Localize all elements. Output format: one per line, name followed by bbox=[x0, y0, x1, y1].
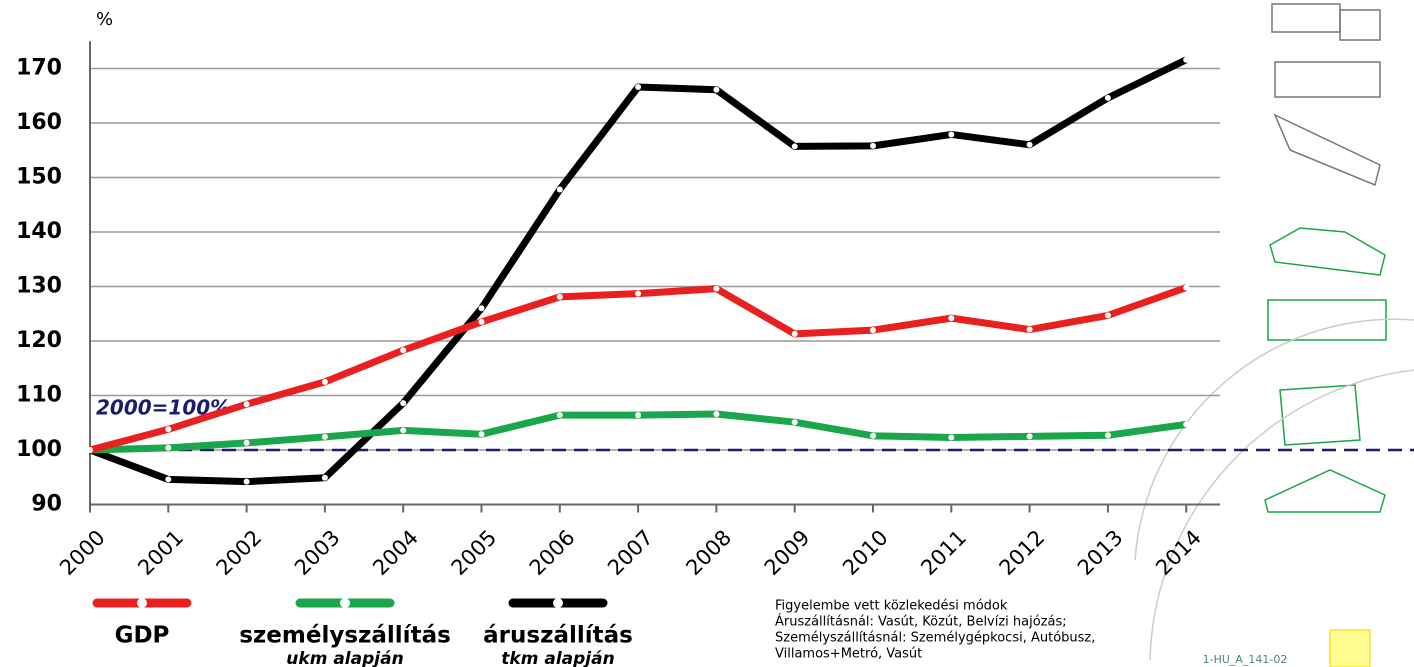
x-tick-label: 2008 bbox=[681, 525, 736, 580]
data-point bbox=[1104, 312, 1111, 319]
note-line: Személyszállításnál: Személygépkocsi, Au… bbox=[775, 631, 1095, 646]
legend-label: GDP bbox=[115, 623, 170, 649]
data-point bbox=[243, 439, 250, 446]
note-line: Figyelembe vett közlekedési módok bbox=[775, 599, 1008, 614]
legend-swatch-dot bbox=[553, 598, 563, 608]
data-point bbox=[556, 412, 563, 419]
data-point bbox=[948, 131, 955, 138]
legend-swatch-dot bbox=[340, 598, 350, 608]
x-tick-label: 2001 bbox=[133, 525, 188, 580]
data-point bbox=[1104, 432, 1111, 439]
y-tick-label: 160 bbox=[16, 110, 62, 135]
data-point bbox=[321, 474, 328, 481]
data-point bbox=[87, 447, 93, 453]
data-point bbox=[870, 327, 876, 334]
legend-label: személyszállítás bbox=[239, 623, 451, 649]
data-point bbox=[478, 431, 485, 438]
series-line bbox=[89, 410, 1187, 454]
footer-code: 1-HU_A_141-02 bbox=[1203, 653, 1288, 666]
y-tick-label: 140 bbox=[16, 219, 62, 244]
y-tick-label: 130 bbox=[16, 274, 62, 299]
data-point bbox=[165, 426, 172, 433]
x-tick-label: 2009 bbox=[760, 525, 815, 580]
data-point bbox=[635, 84, 642, 91]
data-point bbox=[1026, 141, 1033, 148]
y-tick-label: 150 bbox=[16, 165, 62, 190]
data-point bbox=[1026, 326, 1033, 333]
x-tick-label: 2006 bbox=[525, 525, 580, 580]
y-tick-label: 90 bbox=[31, 492, 62, 517]
data-point bbox=[635, 412, 642, 419]
y-tick-label: 120 bbox=[16, 328, 62, 353]
x-tick-label: 2007 bbox=[603, 525, 658, 580]
vehicle-icons bbox=[1271, 3, 1381, 187]
note-line: Áruszállításnál: Vasút, Közút, Belvízi h… bbox=[775, 614, 1067, 630]
x-tick-label: 2010 bbox=[838, 525, 893, 580]
y-tick-label: 100 bbox=[16, 437, 62, 462]
note-line: Villamos+Metró, Vasút bbox=[775, 647, 922, 662]
x-tick-label: 2002 bbox=[212, 525, 267, 580]
data-point bbox=[713, 86, 720, 93]
data-point bbox=[400, 427, 407, 434]
y-unit-label: % bbox=[96, 9, 113, 30]
data-point bbox=[635, 290, 642, 297]
data-point bbox=[400, 400, 407, 407]
data-point bbox=[556, 186, 563, 193]
legend-sublabel: tkm alapján bbox=[501, 649, 614, 667]
x-tick-label: 2014 bbox=[1151, 525, 1206, 580]
x-tick-label: 2000 bbox=[55, 525, 110, 580]
x-tick-label: 2003 bbox=[290, 525, 345, 580]
data-point bbox=[791, 143, 798, 150]
data-point bbox=[243, 478, 250, 485]
logo bbox=[1329, 629, 1371, 667]
data-point bbox=[1104, 94, 1111, 101]
data-point bbox=[1183, 284, 1190, 291]
data-point bbox=[713, 285, 720, 292]
x-tick-label: 2004 bbox=[368, 525, 423, 580]
y-tick-label: 110 bbox=[16, 383, 62, 408]
decor-arcs bbox=[1134, 318, 1414, 661]
y-tick-label: 170 bbox=[16, 56, 62, 81]
data-point bbox=[870, 432, 876, 439]
data-point bbox=[321, 378, 328, 385]
legend-swatch-dot bbox=[137, 598, 147, 608]
data-point bbox=[791, 330, 798, 337]
data-point bbox=[321, 433, 328, 440]
x-tick-label: 2005 bbox=[447, 525, 502, 580]
data-point bbox=[165, 476, 172, 483]
data-point bbox=[1183, 421, 1190, 428]
x-tick-label: 2011 bbox=[916, 525, 971, 580]
data-point bbox=[165, 444, 172, 451]
data-point bbox=[948, 315, 955, 322]
data-point bbox=[1183, 56, 1190, 63]
data-point bbox=[478, 318, 485, 325]
legend-label: áruszállítás bbox=[483, 623, 633, 649]
data-point bbox=[870, 142, 876, 149]
series-line bbox=[89, 284, 1188, 454]
data-point bbox=[948, 434, 955, 441]
data-point bbox=[243, 401, 250, 408]
data-point bbox=[1026, 433, 1033, 440]
legend-sublabel: ukm alapján bbox=[286, 649, 403, 667]
vehicle-icons-passenger bbox=[1264, 227, 1387, 513]
x-tick-label: 2013 bbox=[1073, 525, 1128, 580]
data-point bbox=[556, 293, 563, 300]
data-point bbox=[400, 347, 407, 354]
data-point bbox=[791, 419, 798, 426]
data-point bbox=[478, 305, 485, 312]
data-point bbox=[713, 411, 720, 418]
x-tick-label: 2012 bbox=[995, 525, 1050, 580]
